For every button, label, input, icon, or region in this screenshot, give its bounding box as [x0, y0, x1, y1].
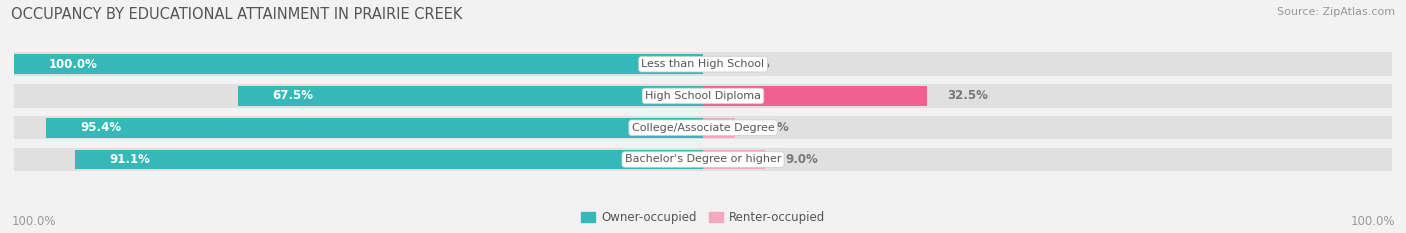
Legend: Owner-occupied, Renter-occupied: Owner-occupied, Renter-occupied [576, 206, 830, 229]
Bar [14, 148, 1392, 171]
Text: Bachelor's Degree or higher: Bachelor's Degree or higher [624, 154, 782, 164]
Text: Source: ZipAtlas.com: Source: ZipAtlas.com [1277, 7, 1395, 17]
Bar [14, 54, 703, 74]
Bar [14, 52, 1392, 76]
Bar [14, 116, 1392, 140]
Bar [703, 118, 735, 137]
Text: High School Diploma: High School Diploma [645, 91, 761, 101]
Text: 4.7%: 4.7% [756, 121, 789, 134]
Text: 91.1%: 91.1% [110, 153, 150, 166]
Text: 32.5%: 32.5% [948, 89, 988, 103]
Text: 100.0%: 100.0% [48, 58, 97, 71]
Bar [703, 86, 927, 106]
Text: OCCUPANCY BY EDUCATIONAL ATTAINMENT IN PRAIRIE CREEK: OCCUPANCY BY EDUCATIONAL ATTAINMENT IN P… [11, 7, 463, 22]
Text: 100.0%: 100.0% [1350, 215, 1395, 228]
Text: 95.4%: 95.4% [80, 121, 121, 134]
Bar [703, 150, 765, 169]
Text: 100.0%: 100.0% [11, 215, 56, 228]
Text: Less than High School: Less than High School [641, 59, 765, 69]
Text: 67.5%: 67.5% [273, 89, 314, 103]
Bar [14, 84, 1392, 108]
Bar [76, 150, 703, 169]
Text: College/Associate Degree: College/Associate Degree [631, 123, 775, 133]
Bar [238, 86, 703, 106]
Text: 0.0%: 0.0% [738, 58, 770, 71]
Text: 9.0%: 9.0% [786, 153, 818, 166]
Bar [46, 118, 703, 137]
